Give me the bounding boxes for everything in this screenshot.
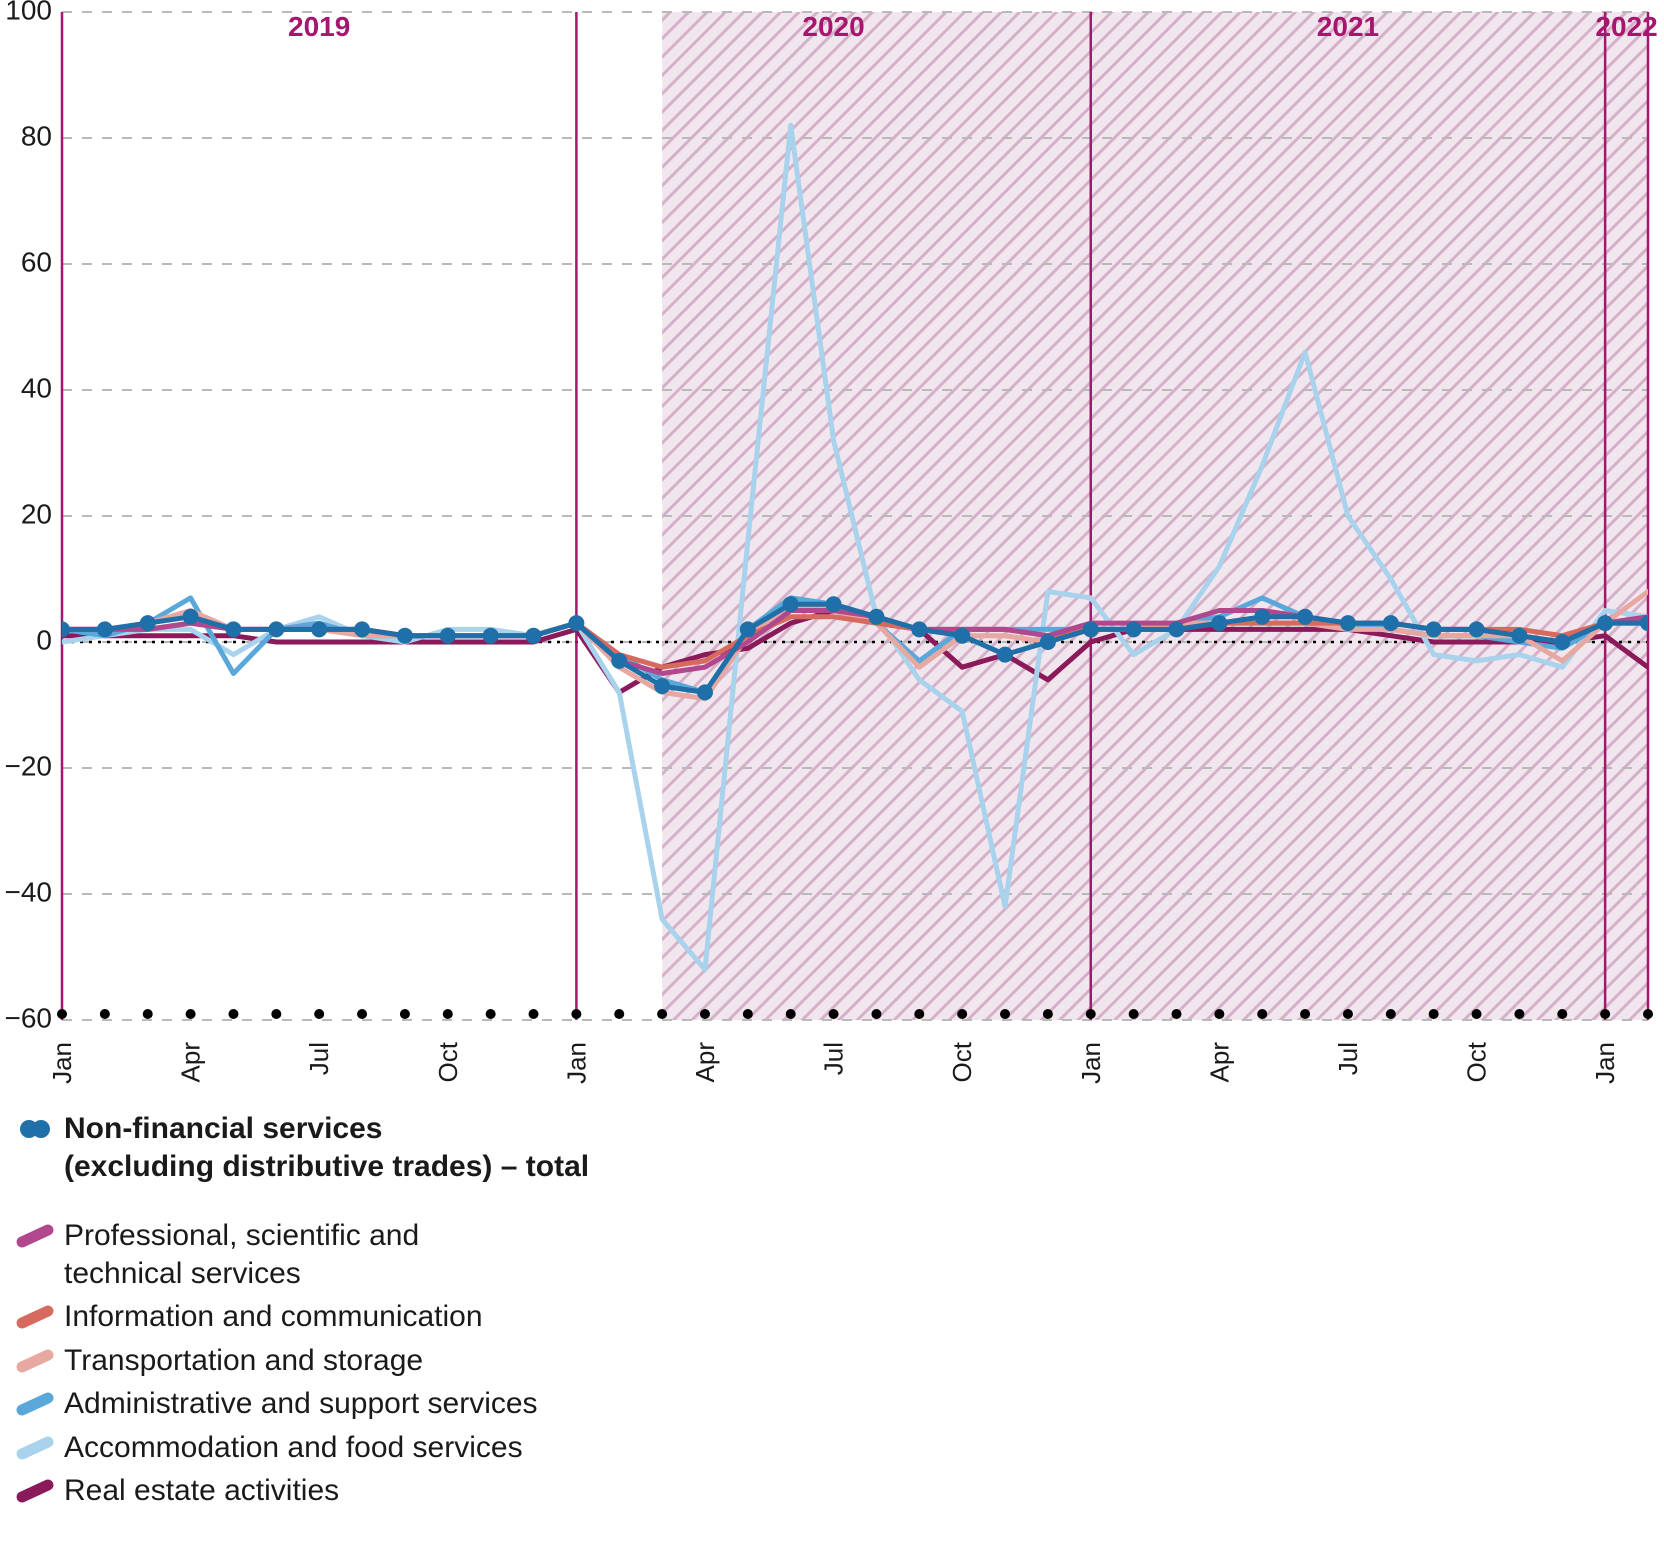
y-tick-label: −40 bbox=[5, 876, 53, 907]
x-tick-label: Jul bbox=[304, 1042, 334, 1075]
series-total-marker bbox=[1083, 621, 1099, 637]
y-tick-label: 60 bbox=[21, 246, 52, 277]
legend-label: Transportation and storage bbox=[64, 1342, 423, 1380]
series-total-marker bbox=[911, 621, 927, 637]
series-total-marker bbox=[225, 621, 241, 637]
x-tick-label: Apr bbox=[1204, 1042, 1234, 1083]
legend-swatch bbox=[18, 1439, 52, 1457]
series-total-marker bbox=[826, 596, 842, 612]
series-total-marker bbox=[611, 653, 627, 669]
legend-label: Information and communication bbox=[64, 1298, 483, 1336]
series-total-marker bbox=[526, 628, 542, 644]
legend-label: Administrative and support services bbox=[64, 1385, 538, 1423]
series-total-marker bbox=[1554, 634, 1570, 650]
series-total-marker bbox=[783, 596, 799, 612]
series-total-marker bbox=[140, 615, 156, 631]
legend-swatch bbox=[18, 1227, 52, 1245]
x-tick-label: Jan bbox=[1590, 1042, 1620, 1084]
series-total-marker bbox=[697, 684, 713, 700]
year-label: 2019 bbox=[288, 11, 350, 42]
x-tick-label: Apr bbox=[176, 1042, 206, 1083]
series-total-marker bbox=[1340, 615, 1356, 631]
legend-label: Professional, scientific andtechnical se… bbox=[64, 1217, 419, 1292]
series-total-marker bbox=[1511, 628, 1527, 644]
year-label: 2020 bbox=[802, 11, 864, 42]
year-label: 2021 bbox=[1317, 11, 1379, 42]
x-tick-label: Jul bbox=[819, 1042, 849, 1075]
legend-label: Real estate activities bbox=[64, 1472, 339, 1510]
legend: Non-financial services(excluding distrib… bbox=[18, 1110, 589, 1516]
legend-item-info_comm: Information and communication bbox=[18, 1298, 589, 1336]
series-total-marker bbox=[1597, 615, 1613, 631]
series-total-marker bbox=[97, 621, 113, 637]
legend-item-transport_storage: Transportation and storage bbox=[18, 1342, 589, 1380]
series-total-marker bbox=[1297, 609, 1313, 625]
legend-swatch bbox=[18, 1308, 52, 1326]
series-total-marker bbox=[1126, 621, 1142, 637]
series-total-marker bbox=[483, 628, 499, 644]
legend-swatch bbox=[18, 1120, 52, 1138]
series-total-marker bbox=[354, 621, 370, 637]
series-total-marker bbox=[183, 609, 199, 625]
y-tick-label: 20 bbox=[21, 498, 52, 529]
x-tick-label: Jan bbox=[47, 1042, 77, 1084]
series-total-marker bbox=[568, 615, 584, 631]
legend-swatch bbox=[18, 1352, 52, 1370]
series-total-marker bbox=[440, 628, 456, 644]
series-total-marker bbox=[268, 621, 284, 637]
chart-container: −60 −40 −20 0 20 40 60 80 100 2019 2020 2021 2022 Jan… bbox=[0, 0, 1664, 1562]
y-tick-label: 100 bbox=[5, 0, 52, 25]
y-tick-label: −20 bbox=[5, 750, 53, 781]
series-total-marker bbox=[1040, 634, 1056, 650]
legend-item-professional: Professional, scientific andtechnical se… bbox=[18, 1217, 589, 1292]
series-total-marker bbox=[1254, 609, 1270, 625]
y-tick-label: 80 bbox=[21, 120, 52, 151]
x-tick-label: Jul bbox=[1333, 1042, 1363, 1075]
series-total-marker bbox=[740, 621, 756, 637]
year-label: 2022 bbox=[1595, 11, 1657, 42]
series-total-marker bbox=[1383, 615, 1399, 631]
x-tick-label: Jan bbox=[561, 1042, 591, 1084]
series-total-marker bbox=[311, 621, 327, 637]
series-total-marker bbox=[1469, 621, 1485, 637]
series-total-marker bbox=[397, 628, 413, 644]
x-tick-label: Oct bbox=[433, 1041, 463, 1082]
legend-swatch bbox=[18, 1482, 52, 1500]
legend-item-accommodation_food: Accommodation and food services bbox=[18, 1429, 589, 1467]
y-tick-label: −60 bbox=[5, 1002, 53, 1033]
series-total-marker bbox=[1640, 615, 1656, 631]
legend-item-total: Non-financial services(excluding distrib… bbox=[18, 1110, 589, 1185]
series-total-marker bbox=[1426, 621, 1442, 637]
series-total-marker bbox=[1211, 615, 1227, 631]
legend-item-admin_support: Administrative and support services bbox=[18, 1385, 589, 1423]
y-tick-label: 0 bbox=[36, 624, 52, 655]
series-total-marker bbox=[1168, 621, 1184, 637]
series-total-marker bbox=[868, 609, 884, 625]
x-tick-label: Oct bbox=[1462, 1041, 1492, 1082]
legend-label: Accommodation and food services bbox=[64, 1429, 523, 1467]
series-total-marker bbox=[997, 647, 1013, 663]
series-total-marker bbox=[954, 628, 970, 644]
legend-label: Non-financial services(excluding distrib… bbox=[64, 1110, 589, 1185]
x-tick-label: Apr bbox=[690, 1042, 720, 1083]
series-total-marker bbox=[654, 678, 670, 694]
x-tick-label: Jan bbox=[1076, 1042, 1106, 1084]
legend-item-real_estate: Real estate activities bbox=[18, 1472, 589, 1510]
y-tick-label: 40 bbox=[21, 372, 52, 403]
x-tick-label: Oct bbox=[947, 1041, 977, 1082]
series-total-marker bbox=[54, 621, 70, 637]
line-chart: −60 −40 −20 0 20 40 60 80 100 2019 2020 2021 2022 Jan… bbox=[0, 0, 1664, 1120]
legend-swatch bbox=[18, 1395, 52, 1413]
